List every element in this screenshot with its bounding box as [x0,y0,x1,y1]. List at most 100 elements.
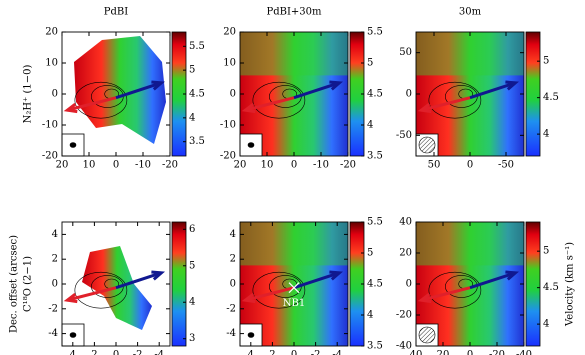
colorbar-tick-label: 4.5 [189,89,205,100]
beam [247,142,255,148]
y-tick-label: 0 [230,89,236,100]
x-tick-label: -10 [313,160,329,171]
contour [252,81,306,119]
blue-arrow-head [151,270,166,281]
nb1-marker [288,282,300,294]
y-tick-label: -20 [396,310,412,321]
row-label: N₂H⁺ (1−0) [23,64,34,123]
contour [428,271,482,309]
colorbar [171,221,187,347]
colorbar-tick-label: 4 [543,319,549,330]
y-tick-label: 40 [399,217,412,228]
x-tick-label: 4 [248,350,254,355]
red-arrow-head [241,102,256,114]
y-tick-label: 4 [230,229,236,240]
red-arrow [245,286,295,302]
blue-arrow [115,271,162,290]
blue-arrow-head [329,270,344,281]
y-tick-label: -40 [396,341,412,352]
colorbar-tick-label: 4.5 [367,279,383,290]
colorbar-tick-label: 5 [367,248,373,259]
y-tick-label: 10 [45,58,58,69]
colorbar [525,31,541,157]
red-arrow [67,96,117,112]
colorbar-tick-label: 4 [367,310,373,321]
beam [69,332,77,338]
colorbar-tick-label: 5 [543,56,549,67]
y-tick-label: 0 [230,279,236,290]
colorbar-tick-label: 5 [543,246,549,257]
map-shade [240,222,348,266]
blue-arrow [293,271,340,290]
row-label: C¹⁸O (2−1) [23,256,34,312]
x-tick-label: 2 [269,350,275,355]
blue-arrow [469,271,516,290]
x-tick-label: 0 [113,350,119,355]
y-tick-label: 0 [406,89,412,100]
map-shade [240,32,348,76]
colorbar-tick-label: 5 [367,58,373,69]
map-shade [416,32,524,76]
blue-arrow-head [329,80,344,91]
red-arrow-head [63,102,78,114]
red-arrow-head [417,102,432,114]
map-area [74,36,166,144]
y-tick-label: 20 [223,27,236,38]
y-tick-label: 10 [223,58,236,69]
colorbar-tick-label: 3.5 [367,341,383,352]
x-tick-label: -50 [498,160,514,171]
y-tick-label: 0 [52,279,58,290]
x-tick-label: 20 [234,160,247,171]
colorbar-label: Velocity (km s⁻¹) [565,242,576,327]
blue-arrow-head [505,80,520,91]
panel-title: PdBI+30m [266,7,322,18]
y-tick-label: 2 [52,254,58,265]
colorbar-tick-label: 3.5 [367,151,383,162]
x-tick-label: 10 [261,160,274,171]
x-tick-label: 20 [56,160,69,171]
colorbar-tick-label: 4.5 [367,89,383,100]
y-tick-label: 50 [399,47,412,58]
colorbar-tick-label: 3.5 [189,136,205,147]
colorbar-tick-label: 6 [189,224,195,235]
x-tick-label: 0 [113,160,119,171]
contour [252,271,306,309]
red-arrow-head [417,292,432,304]
x-tick-label: 20 [437,350,450,355]
x-tick-label: -10 [135,160,151,171]
y-tick-label: 20 [45,27,58,38]
x-tick-label: 0 [291,350,297,355]
beam [418,136,436,154]
colorbar-tick-label: 4.5 [543,92,559,103]
red-arrow [245,96,295,112]
x-tick-label: 0 [467,160,473,171]
red-arrow [67,286,117,302]
x-tick-label: 10 [83,160,96,171]
contour [74,271,128,309]
map-shade [416,222,524,266]
y-tick-label: 0 [52,89,58,100]
x-tick-label: 0 [467,350,473,355]
y-tick-label: -2 [48,303,58,314]
red-arrow-head [63,292,78,304]
colorbar-tick-label: 5.5 [367,217,383,228]
y-tick-label: -10 [220,120,236,131]
x-tick-label: 4 [70,350,76,355]
beam [69,142,77,148]
x-tick-label: -20 [162,160,178,171]
panel-title: 30m [459,7,482,18]
blue-arrow [469,81,516,100]
y-tick-label: 4 [52,229,58,240]
y-tick-label: 20 [399,248,412,259]
red-arrow-head [241,292,256,304]
y-tick-label: -2 [226,303,236,314]
colorbar [525,221,541,347]
colorbar-tick-label: 4 [543,129,549,140]
x-tick-label: 40 [410,350,423,355]
panel-title: PdBI [104,7,128,18]
colorbar-tick-label: 4 [189,297,195,308]
colorbar-tick-label: 5 [189,260,195,271]
y-tick-label: 0 [406,279,412,290]
x-tick-label: 2 [91,350,97,355]
